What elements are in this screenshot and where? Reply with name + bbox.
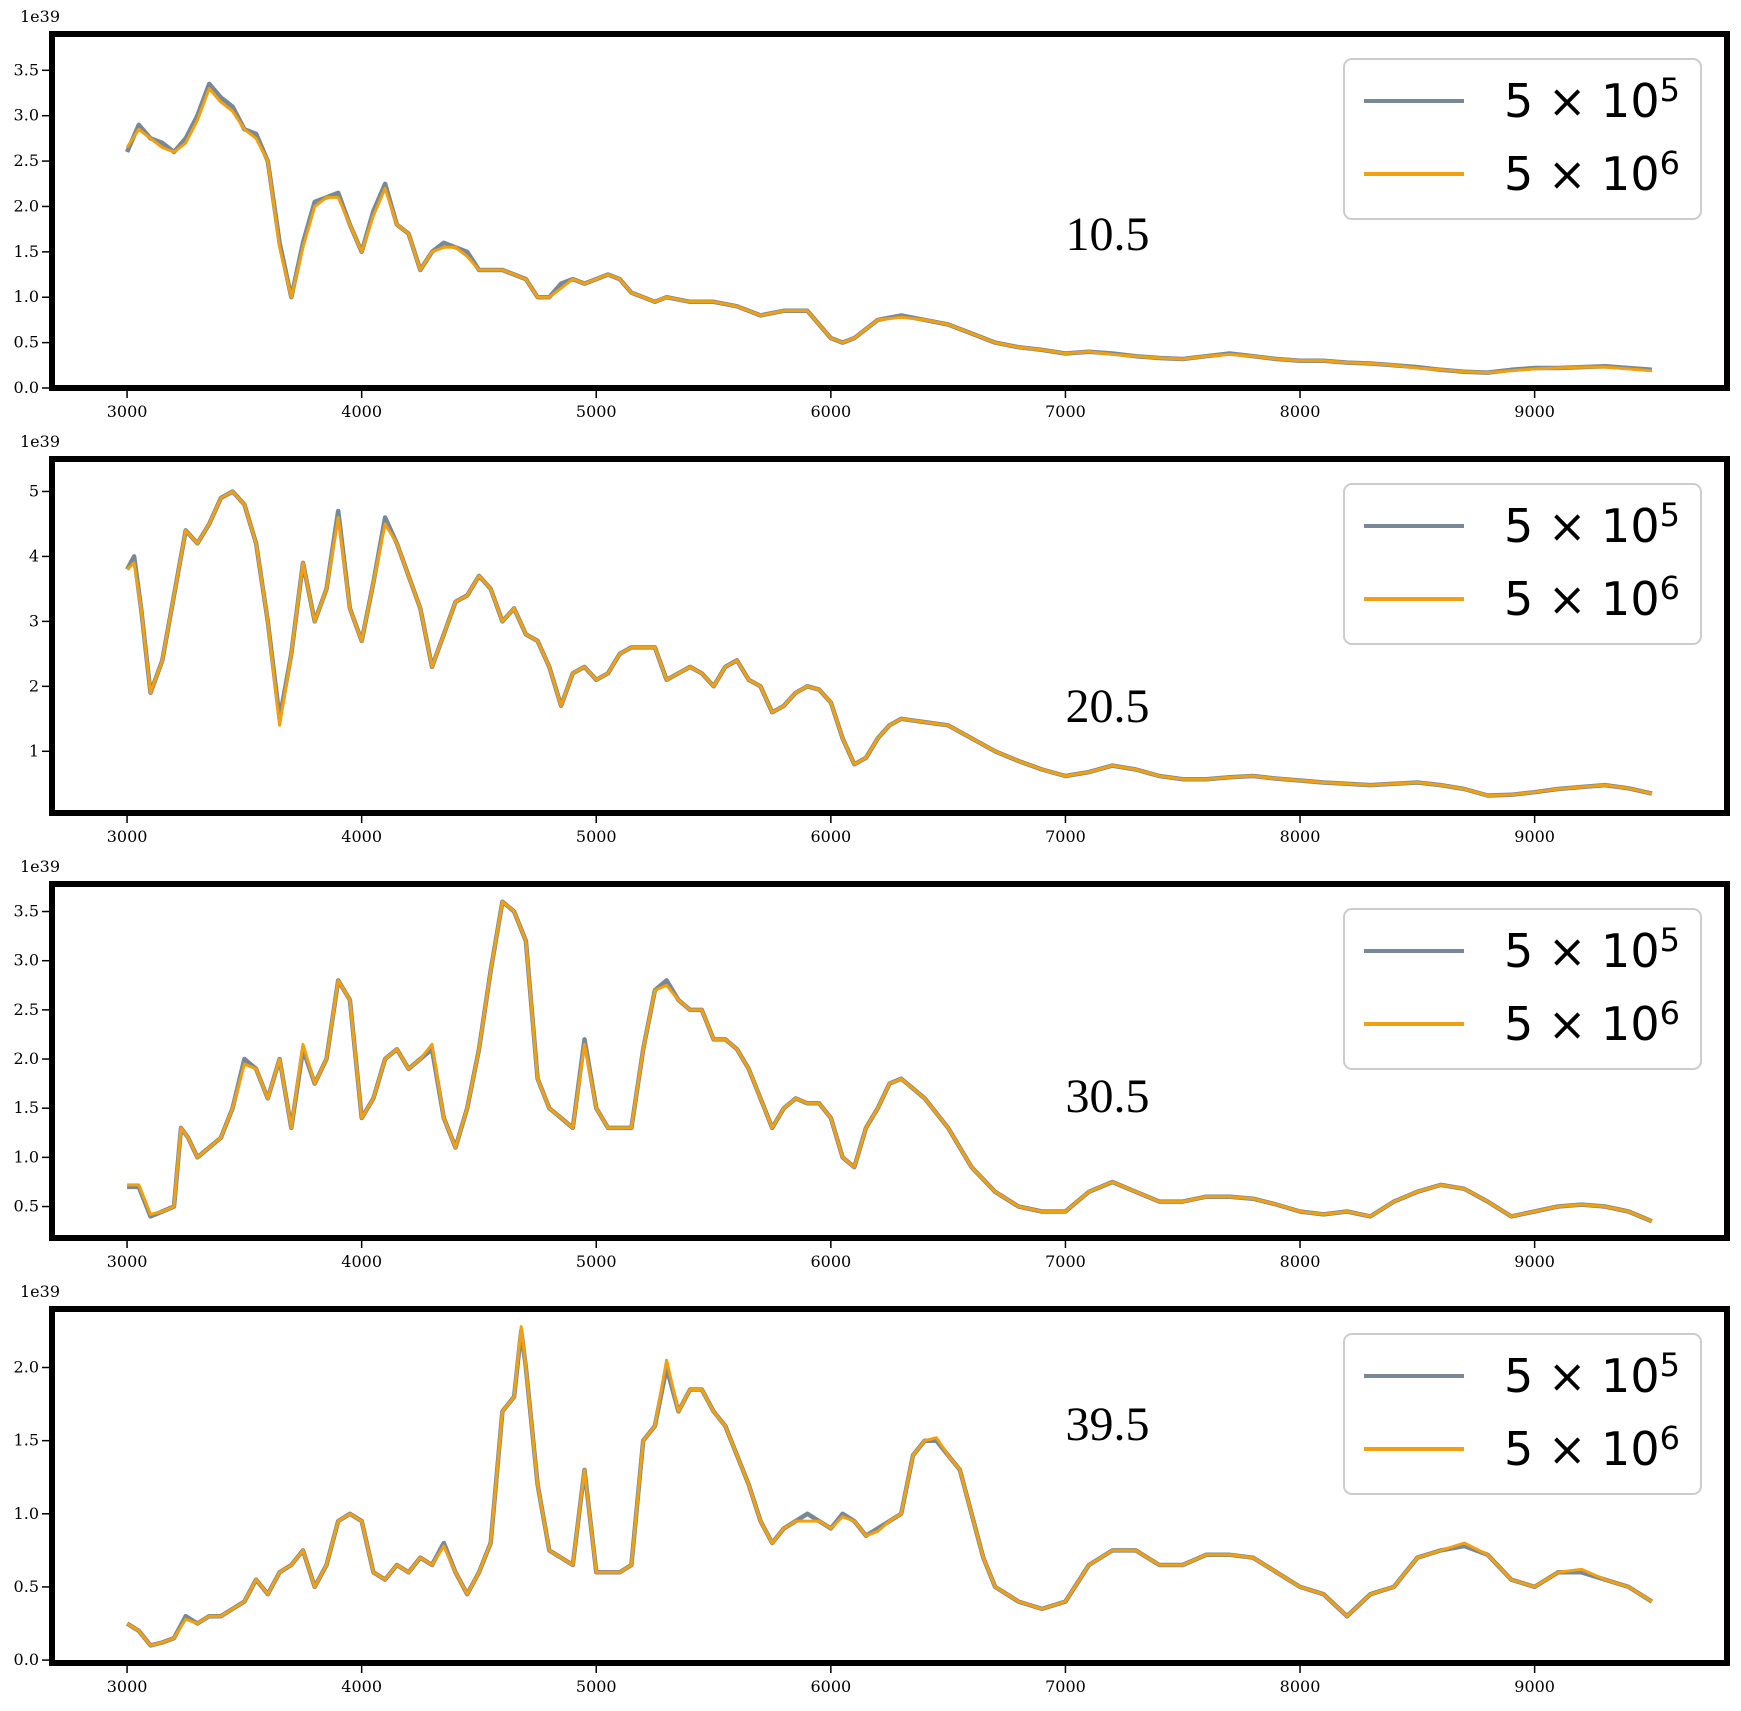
legend: 5 × 105 5 × 106 <box>1343 908 1702 1070</box>
axes-frame <box>49 31 1730 391</box>
legend: 5 × 105 5 × 106 <box>1343 1333 1702 1495</box>
x-tick-label: 8000 <box>1280 402 1321 421</box>
x-tick-label: 3000 <box>107 1677 148 1696</box>
y-tick-label: 1.0 <box>14 287 39 306</box>
x-tick-label: 7000 <box>1045 402 1086 421</box>
y-tick-label: 2.0 <box>14 1049 39 1068</box>
y-tick-label: 1.5 <box>14 242 39 261</box>
x-tick-label: 4000 <box>341 827 382 846</box>
x-tick-label: 5000 <box>576 1677 617 1696</box>
series-line-orange <box>126 490 1653 797</box>
y-tick-label: 0.5 <box>14 1577 39 1596</box>
y-tick-label: 1.0 <box>14 1147 39 1166</box>
legend: 5 × 105 5 × 106 <box>1343 58 1702 220</box>
axes-frame <box>49 1306 1730 1666</box>
series-line-orange <box>126 1325 1653 1647</box>
chart-panel-2: 3000 4000 5000 6000 7000 8000 9000 1 2 3 4 5 1e39 20.… <box>20 432 1730 846</box>
x-tick-label: 8000 <box>1280 827 1321 846</box>
x-tick-label: 5000 <box>576 1252 617 1271</box>
y-tick-label: 0.0 <box>14 1650 39 1669</box>
axes-frame <box>49 456 1730 816</box>
x-tick-label: 8000 <box>1280 1677 1321 1696</box>
x-tick-label: 9000 <box>1514 1252 1555 1271</box>
x-tick-label: 3000 <box>107 827 148 846</box>
y-offset-label: 1e39 <box>20 7 60 26</box>
x-tick-label: 9000 <box>1514 827 1555 846</box>
y-tick-label: 0.5 <box>14 1197 39 1216</box>
y-offset-label: 1e39 <box>20 1282 60 1301</box>
y-tick-label: 2.5 <box>14 1000 39 1019</box>
x-tick-label: 7000 <box>1045 827 1086 846</box>
x-tick-label: 4000 <box>341 402 382 421</box>
y-tick-label: 2 <box>29 676 39 695</box>
y-tick-label: 3 <box>29 611 39 630</box>
x-tick-label: 7000 <box>1045 1252 1086 1271</box>
y-tick-label: 1.5 <box>14 1431 39 1450</box>
x-tick-label: 6000 <box>810 402 851 421</box>
y-tick-label: 1.5 <box>14 1098 39 1117</box>
chart-panel-3: 3000 4000 5000 6000 7000 8000 9000 0.5 1.0 1.5 2.0… <box>14 857 1730 1271</box>
series-line-orange <box>125 87 1653 375</box>
x-tick-label: 5000 <box>576 827 617 846</box>
x-tick-label: 9000 <box>1514 1677 1555 1696</box>
legend-entry-label: 5 × 106 <box>1504 994 1680 1051</box>
x-tick-label: 6000 <box>810 1677 851 1696</box>
y-tick-label: 4 <box>29 546 39 565</box>
legend: 5 × 105 5 × 106 <box>1343 483 1702 645</box>
y-tick-label: 1 <box>29 741 39 760</box>
x-tick-label: 4000 <box>341 1252 382 1271</box>
legend-entry-label: 5 × 105 <box>1504 1346 1680 1403</box>
y-offset-label: 1e39 <box>20 857 60 876</box>
y-tick-label: 5 <box>29 481 39 500</box>
y-tick-label: 1.0 <box>14 1504 39 1523</box>
y-tick-label: 3.0 <box>14 951 39 970</box>
x-tick-label: 6000 <box>810 1252 851 1271</box>
y-tick-label: 3.0 <box>14 106 39 125</box>
x-tick-label: 3000 <box>107 1252 148 1271</box>
legend-entry-label: 5 × 105 <box>1504 921 1680 978</box>
x-tick-label: 8000 <box>1280 1252 1321 1271</box>
x-tick-label: 7000 <box>1045 1677 1086 1696</box>
panel-annotation: 39.5 <box>1065 1398 1149 1451</box>
y-offset-label: 1e39 <box>20 432 60 451</box>
y-tick-label: 2.0 <box>14 196 39 215</box>
series-line-orange <box>127 900 1653 1223</box>
axes-frame <box>49 881 1730 1241</box>
legend-entry-label: 5 × 105 <box>1504 496 1680 553</box>
legend-entry-label: 5 × 106 <box>1504 1419 1680 1476</box>
panel-annotation: 30.5 <box>1065 1070 1149 1123</box>
y-tick-label: 2.5 <box>14 151 39 170</box>
chart-panel-4: 3000 4000 5000 6000 7000 8000 9000 0.0 0.5 1.0 1.5… <box>14 1282 1730 1696</box>
y-tick-label: 3.5 <box>14 902 39 921</box>
x-tick-label: 6000 <box>810 827 851 846</box>
y-tick-label: 2.0 <box>14 1358 39 1377</box>
panel-annotation: 10.5 <box>1065 208 1149 261</box>
x-tick-label: 5000 <box>576 402 617 421</box>
x-tick-label: 3000 <box>107 402 148 421</box>
legend-entry-label: 5 × 105 <box>1504 71 1680 128</box>
legend-entry-label: 5 × 106 <box>1504 144 1680 201</box>
x-tick-label: 9000 <box>1514 402 1555 421</box>
y-tick-label: 0.0 <box>14 378 39 397</box>
y-tick-label: 3.5 <box>14 60 39 79</box>
x-tick-label: 4000 <box>341 1677 382 1696</box>
y-tick-label: 0.5 <box>14 333 39 352</box>
panel-annotation: 20.5 <box>1065 680 1149 733</box>
legend-entry-label: 5 × 106 <box>1504 569 1680 626</box>
chart-panel-1: 3000 4000 5000 6000 7000 8000 9000 0.0 0.5 1.0 1.5… <box>14 7 1730 421</box>
